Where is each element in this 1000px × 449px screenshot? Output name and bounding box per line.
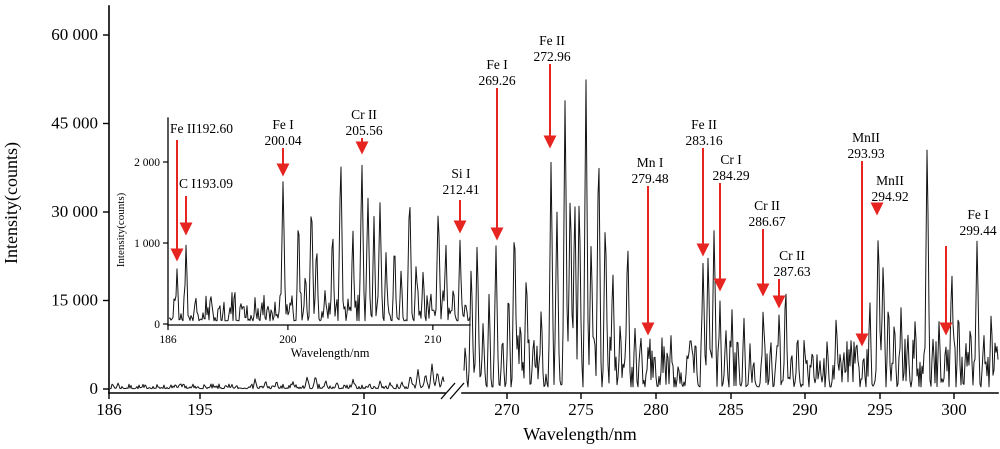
annotation-label: Cr II 286.67 [748,198,785,229]
annotation-label: Cr II 287.63 [773,248,810,279]
annotation-label: MnII 293.93 [847,130,884,161]
inset-y-axis-title: Intensity(counts) [115,192,127,267]
inset-axes [167,117,471,326]
peak-annotation: Fe II 272.96 [533,33,571,149]
x-tick-label: 290 [792,400,818,419]
spectrum-right-segment [463,79,999,388]
y-tick-label: 0 [90,379,99,398]
y-tick-label: 15 000 [51,291,98,310]
y-tick-label: 30 000 [51,202,98,221]
spectrum-left-segment [110,363,445,390]
x-tick-label: 295 [867,400,893,419]
x-tick-label: 275 [568,400,594,419]
peak-annotation: Fe II192.60 [170,121,233,262]
annotation-label: Fe II 272.96 [533,33,570,64]
inset-y-tick-label: 2 000 [134,157,160,169]
main-y-ticks: 0 15 000 30 000 45 000 60 000 [51,25,109,398]
main-axes [108,5,999,394]
peak-annotation: Cr I 284.29 [712,152,750,292]
annotation-label: Fe I 269.26 [478,57,515,88]
peak-annotation: Cr II 286.67 [748,198,786,297]
peak-annotation: Cr II 287.63 [772,248,811,309]
x-axis-title: Wavelength/nm [523,424,637,444]
inset-y-tick-label: 0 [154,319,160,331]
x-tick-label: 186 [96,400,122,419]
peak-annotations: Fe II192.60 C I193.09 Fe I 200.04 Cr II 205.5… [170,33,997,347]
peak-annotation: C I193.09 [179,176,233,236]
inset-x-tick-label: 200 [279,334,297,346]
x-tick-label: 280 [643,400,669,419]
x-tick-label: 210 [351,400,377,419]
peak-annotation: Cr II 205.56 [345,107,383,155]
x-tick-label: 195 [187,400,213,419]
peak-annotation: Fe I 200.04 [264,117,302,177]
annotation-label: MnII 294.92 [871,173,908,204]
x-tick-label: 300 [941,400,967,419]
peak-annotation: MnII 293.93 [847,130,885,347]
peak-annotation: MnII 294.92 [870,173,909,216]
inset-x-tick-label: 210 [424,334,442,346]
y-tick-label: 45 000 [51,114,98,133]
peak-annotation: Mn I 279.48 [631,155,669,336]
annotation-label: Fe I 299.44 [959,207,996,238]
axis-break-icon [440,382,465,400]
inset-plot: 0 1 000 2 000 186 200 210 Wavelength/nm Intensi… [115,117,471,360]
inset-spectrum-line [168,164,471,322]
y-axis-title: Intensity(counts) [1,142,22,264]
annotation-label: Fe I 200.04 [264,117,301,148]
peak-annotation: Fe I 299.44 [939,207,997,336]
annotation-label: C I193.09 [179,176,233,191]
annotation-label: Si I 212.41 [442,166,479,197]
annotation-label: Cr I 284.29 [712,152,749,183]
main-x-ticks: 186 195 210 270 275 280 285 290 295 300 [96,393,967,419]
x-tick-label: 270 [494,400,520,419]
inset-x-tick-label: 186 [159,334,177,346]
peak-annotation: Fe II 283.16 [685,117,723,257]
annotation-label: Fe II192.60 [170,121,233,136]
inset-x-axis-title: Wavelength/nm [291,346,370,360]
peak-annotation: Si I 212.41 [442,166,480,234]
inset-y-tick-label: 1 000 [134,238,160,250]
peak-annotation: Fe I 269.26 [478,57,516,241]
y-tick-label: 60 000 [51,25,98,44]
annotation-label: Mn I 279.48 [631,155,668,186]
annotation-label: Cr II 205.56 [345,107,382,138]
annotation-label: Fe II 283.16 [685,117,722,148]
x-tick-label: 285 [718,400,744,419]
